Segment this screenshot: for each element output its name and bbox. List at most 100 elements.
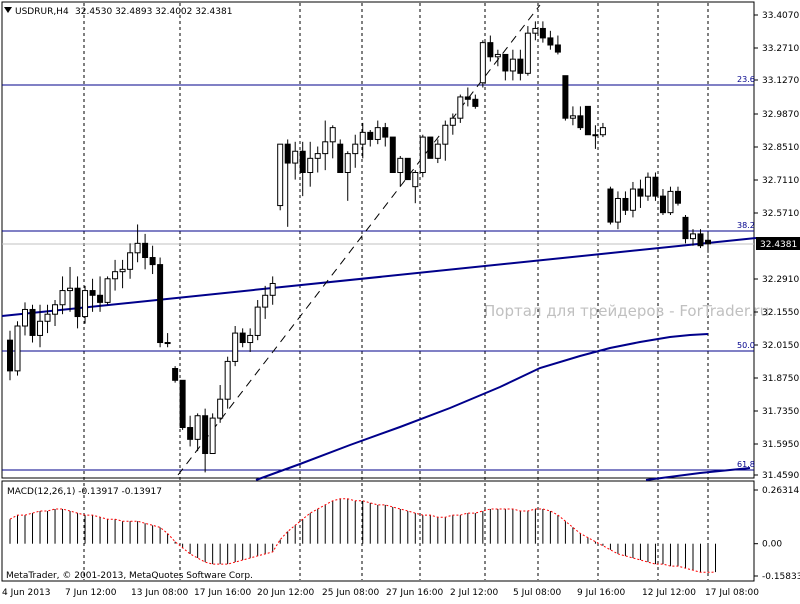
candle-body-down	[97, 294, 104, 303]
candle	[37, 304, 44, 348]
macd-plot-frame	[1, 480, 755, 582]
moving-average-line-2	[645, 467, 751, 481]
copyright-text: MetaTrader, © 2001-2013, MetaQuotes Soft…	[6, 571, 253, 581]
candle-body-down	[584, 105, 591, 136]
price-axis-label: 31.7350	[762, 407, 799, 417]
candle-body-up	[194, 415, 201, 440]
candle-body-up	[434, 143, 441, 159]
candle-body-down	[179, 379, 186, 429]
candle	[277, 143, 284, 211]
candle	[29, 304, 36, 343]
trend-line	[1, 237, 757, 317]
candle-body-up	[82, 290, 89, 318]
candle-body-up	[164, 342, 171, 345]
candle	[502, 53, 509, 81]
candle-body-up	[592, 134, 599, 137]
candle-body-down	[172, 368, 179, 381]
candle	[74, 276, 81, 329]
watermark-group: Портал для трейдеров - ForTrader.ru	[484, 302, 769, 320]
time-axis-label: 9 Jul 16:00	[577, 588, 626, 598]
price-axis-label: 32.7110	[762, 176, 799, 186]
candle-body-up	[217, 398, 224, 419]
candle	[247, 328, 254, 352]
candle	[479, 40, 486, 88]
fibonacci-label: 38.2	[737, 221, 755, 230]
candle	[112, 259, 119, 291]
candle-body-up	[232, 332, 239, 362]
candle-body-down	[652, 176, 659, 197]
candle	[569, 106, 576, 126]
candle-body-down	[697, 233, 704, 247]
price-axis-label: 33.1270	[762, 76, 799, 86]
candle-body-up	[112, 271, 119, 280]
main-plot-frame	[1, 1, 755, 479]
price-axis-label: 31.4590	[762, 471, 799, 481]
candle-body-up	[524, 32, 531, 74]
candle	[539, 21, 546, 43]
candle-body-up	[59, 290, 66, 306]
symbol-label: USDRUR,H4	[15, 7, 69, 17]
candle-body-up	[494, 53, 501, 58]
time-axis-label: 13 Jun 08:00	[131, 588, 188, 598]
candle	[22, 302, 29, 336]
macd-axis-label: -0.15833	[762, 572, 800, 582]
candle-body-up	[292, 150, 299, 164]
candle	[224, 356, 231, 409]
candle-body-down	[622, 197, 629, 211]
candle	[187, 415, 194, 447]
candle-body-down	[487, 42, 494, 58]
candle-body-up	[314, 153, 321, 159]
candle-body-up	[532, 27, 539, 34]
candle	[209, 413, 216, 455]
candle	[157, 257, 164, 348]
macd-axis-label: 0.26314	[762, 486, 799, 496]
candle	[119, 259, 126, 289]
candle-body-up	[344, 153, 351, 174]
candle-body-up	[644, 176, 651, 197]
candle-body-down	[389, 136, 396, 174]
time-axis-label: 12 Jul 12:00	[642, 588, 696, 598]
candle-body-up	[277, 143, 284, 207]
price-axis-label: 32.5710	[762, 209, 799, 219]
candle	[367, 130, 374, 147]
candle	[554, 35, 561, 55]
candle-body-down	[89, 290, 96, 296]
candle	[382, 122, 389, 147]
time-axis-label: 2 Jul 12:00	[450, 588, 499, 598]
current-price-marker	[756, 237, 800, 250]
candle	[442, 120, 449, 161]
candle-body-up	[254, 306, 261, 336]
candle-body-up	[209, 417, 216, 455]
current-price-label: 32.4381	[760, 240, 797, 250]
candle-body-down	[547, 37, 554, 46]
candle	[689, 229, 696, 246]
candle-body-down	[577, 115, 584, 129]
candle-body-up	[397, 157, 404, 174]
candle	[592, 125, 599, 149]
time-axis-label: 25 Jun 08:00	[322, 588, 379, 598]
candle	[532, 21, 539, 41]
candle	[314, 146, 321, 173]
candle-body-up	[247, 334, 254, 344]
candle-body-down	[472, 98, 479, 107]
dropdown-triangle-icon	[4, 7, 12, 13]
candle	[254, 300, 261, 341]
candle	[232, 325, 239, 367]
candle	[179, 379, 186, 430]
candle-body-up	[479, 42, 486, 84]
candle	[7, 330, 13, 381]
candle-body-down	[674, 190, 681, 204]
candle-body-up	[352, 143, 359, 155]
candle	[89, 278, 96, 312]
candle	[299, 141, 306, 197]
candle	[164, 333, 171, 348]
candle-body-up	[359, 131, 366, 145]
candle-body-down	[202, 415, 209, 455]
candle-body-up	[569, 115, 576, 119]
price-axis: 33.4070 33.2710 33.1270 32.9870 32.8510 32.71…	[754, 11, 799, 481]
candle-body-up	[599, 127, 606, 136]
fibonacci-dashed-line	[177, 4, 541, 476]
